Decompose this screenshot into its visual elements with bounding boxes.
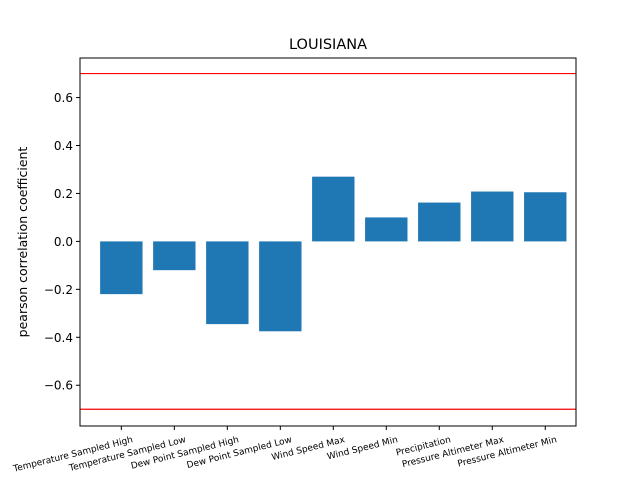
y-tick-label: −0.4 [44, 331, 73, 345]
bar [153, 241, 196, 271]
axes-frame [79, 57, 577, 427]
y-axis: −0.6 −0.4 −0.2 0.0 0.2 0.4 0.6 [44, 91, 80, 393]
bar [100, 241, 143, 295]
y-tick-label: 0.4 [54, 139, 73, 153]
y-tick-label: −0.2 [44, 283, 73, 297]
bar [471, 191, 514, 242]
y-tick-label: 0.0 [54, 235, 73, 249]
y-tick-label: 0.2 [54, 187, 73, 201]
bar [312, 176, 355, 242]
y-tick-label: −0.6 [44, 379, 73, 393]
plot-area [79, 57, 577, 427]
bar [206, 241, 249, 325]
bar [524, 192, 567, 242]
chart-title: LOUISIANA [289, 37, 367, 53]
bar [365, 217, 408, 242]
bar [259, 241, 302, 332]
y-tick-label: 0.6 [54, 91, 73, 105]
bar [418, 202, 461, 242]
y-axis-label: pearson correlation coefficient [15, 147, 30, 338]
